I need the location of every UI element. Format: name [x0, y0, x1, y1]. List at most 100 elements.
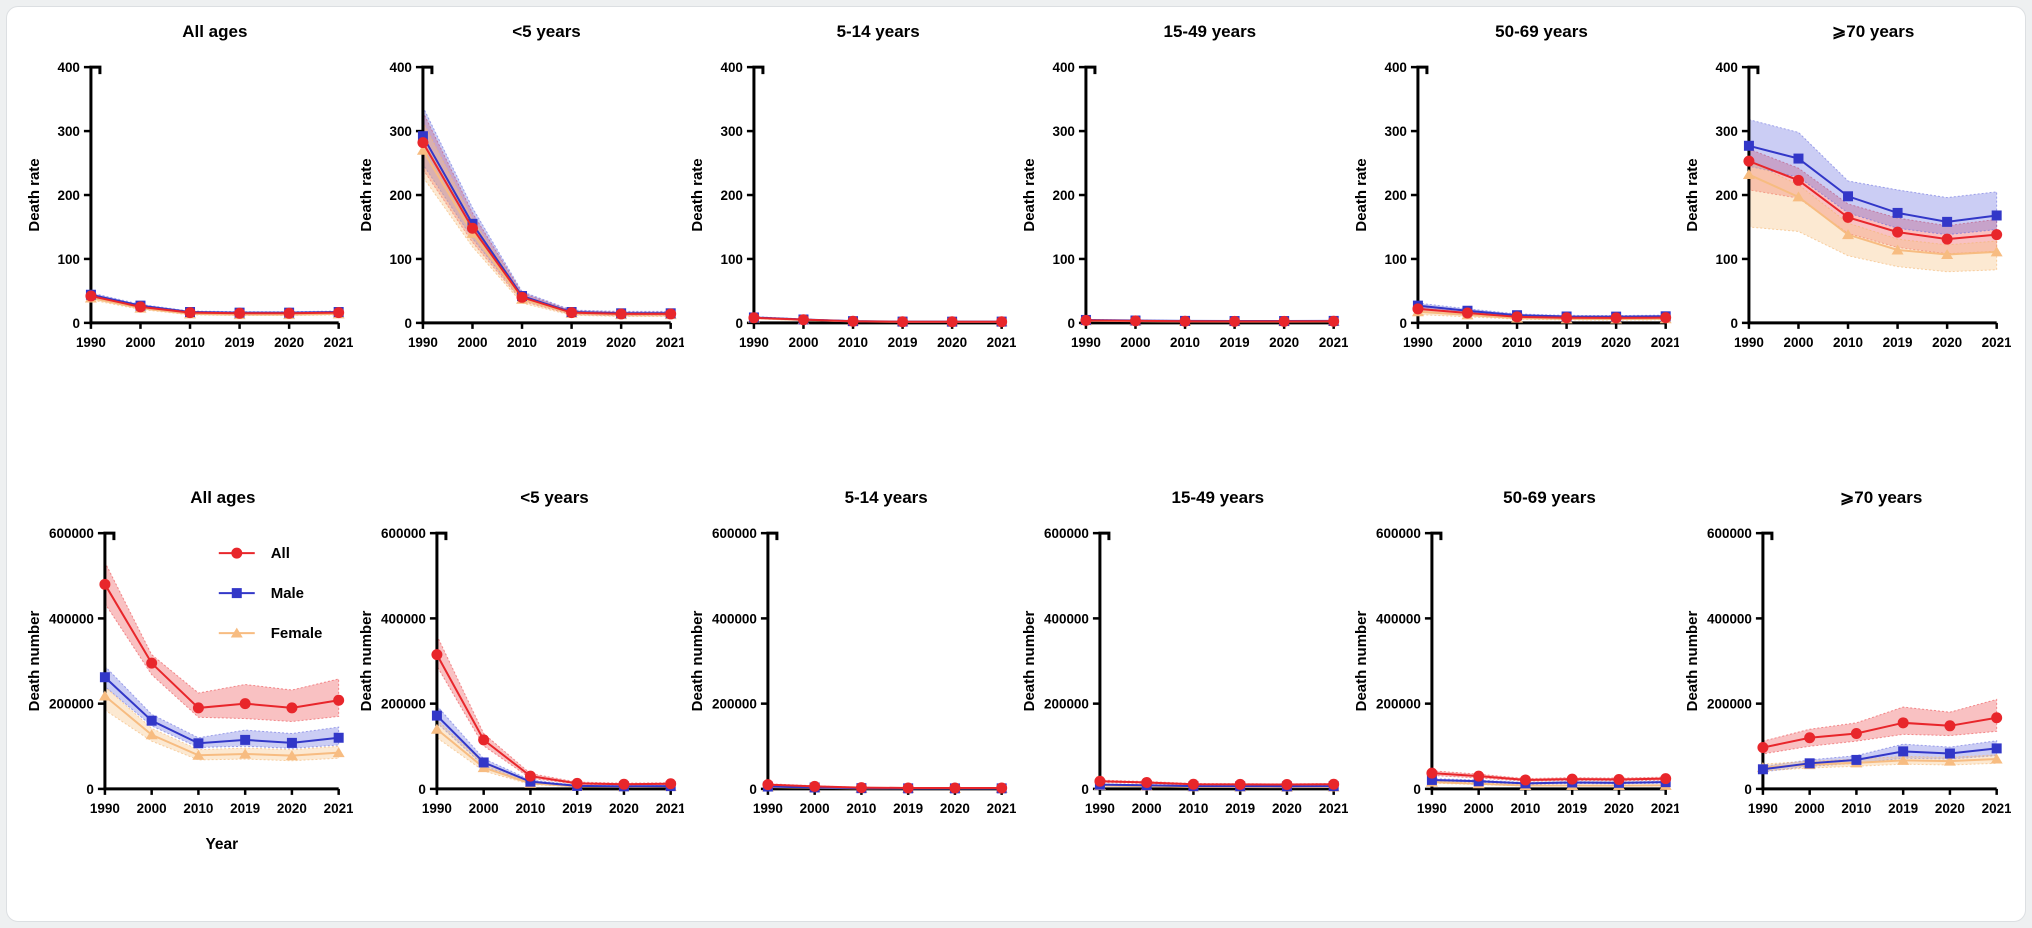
- marker-all: [283, 307, 295, 319]
- marker-all: [333, 307, 345, 319]
- chart-canvas: 0 100 200 300 400 1990 2000 2010 2019 2020 2021 Dea…: [1679, 43, 2011, 373]
- marker-male: [286, 737, 297, 748]
- y-axis-label: Death number: [358, 611, 375, 712]
- y-tick-label: 0: [418, 782, 426, 797]
- marker-male: [431, 710, 442, 721]
- marker-all: [1757, 742, 1769, 754]
- marker-all: [1129, 315, 1141, 327]
- marker-female: [1792, 191, 1805, 202]
- chart-title: 5-14 years: [836, 22, 920, 41]
- line-female: [90, 296, 339, 316]
- x-tick-label: 2019: [1220, 335, 1250, 350]
- marker-all: [516, 291, 528, 303]
- chart-svg-num-5-14: 0 200000 400000 600000 1990 2000 2010 2019 2020 2…: [689, 526, 1016, 816]
- line-male: [1749, 144, 1998, 223]
- line-female: [1417, 310, 1666, 321]
- y-axis-label: Death number: [1684, 611, 1701, 712]
- marker-male: [333, 732, 344, 743]
- series-all: [762, 779, 1008, 794]
- marker-all: [524, 770, 536, 782]
- line-male: [1417, 304, 1666, 318]
- band-male: [422, 106, 671, 316]
- x-tick-label: 2021: [1319, 335, 1348, 350]
- y-tick-label: 600000: [49, 526, 94, 541]
- chart-title: <5 years: [520, 488, 589, 507]
- series-female: [98, 690, 345, 761]
- x-axis-label: Year: [205, 836, 238, 853]
- marker-all: [1892, 226, 1904, 238]
- series-all: [417, 137, 676, 320]
- y-tick-label: 0: [1413, 782, 1421, 797]
- y-tick-label: 0: [750, 782, 758, 797]
- x-tick-label: 2021: [1650, 801, 1679, 816]
- x-tick-label: 2010: [1170, 335, 1200, 350]
- marker-all: [1278, 315, 1290, 327]
- marker-all: [1941, 233, 1953, 245]
- marker-all: [1851, 727, 1863, 739]
- x-tick-label: 2010: [1833, 335, 1863, 350]
- axes: 0 200000 400000 600000 1990 2000 2010 2019 2020 2…: [26, 526, 353, 853]
- chart-grid: All ages 0 100 200 300 400 1990 2000 2010 2019 20…: [21, 21, 2011, 881]
- x-tick-label: 2019: [888, 335, 918, 350]
- y-tick-label: 600000: [712, 526, 757, 541]
- chart-title: All ages: [190, 488, 256, 507]
- y-tick-label: 300: [1716, 124, 1738, 139]
- x-tick-label: 2020: [1601, 335, 1631, 350]
- y-tick-label: 200000: [1044, 697, 1089, 712]
- y-tick-label: 300: [57, 124, 79, 139]
- y-tick-label: 300: [389, 124, 411, 139]
- line-all: [90, 295, 339, 315]
- x-tick-label: 2000: [457, 335, 487, 350]
- y-axis: [103, 531, 116, 789]
- line-all: [1431, 772, 1666, 781]
- y-tick-label: 200: [721, 188, 743, 203]
- chart-title: 50-69 years: [1495, 22, 1588, 41]
- series-all: [1412, 303, 1671, 324]
- subplot-num-under5: <5 years 0 200000 400000 600000 1990 2000 2010…: [353, 473, 685, 881]
- series-female: [1743, 169, 2003, 259]
- line-all: [754, 316, 1003, 323]
- band-female: [422, 121, 671, 317]
- x-tick-label: 2019: [1883, 335, 1913, 350]
- marker-all: [1566, 773, 1578, 785]
- marker-all: [762, 779, 774, 791]
- x-tick-label: 2000: [1452, 335, 1482, 350]
- y-tick-label: 600000: [381, 526, 426, 541]
- series-all: [1743, 155, 2003, 245]
- chart-title: <5 years: [512, 22, 581, 41]
- marker-all: [615, 308, 627, 320]
- marker-female: [416, 144, 429, 155]
- y-axis: [1416, 65, 1429, 323]
- marker-female: [145, 729, 158, 740]
- marker-all: [477, 734, 489, 746]
- chart-canvas: 0 100 200 300 400 1990 2000 2010 2019 2020 2021 Dea…: [1348, 43, 1680, 373]
- x-tick-label: 2020: [1269, 335, 1299, 350]
- series-male: [1758, 743, 2002, 775]
- line-male: [1431, 778, 1666, 785]
- marker-all: [1179, 315, 1191, 327]
- chart-canvas: 0 200000 400000 600000 1990 2000 2010 2019 2020 2…: [353, 509, 685, 849]
- line-all: [1099, 780, 1334, 786]
- chart-canvas: 0 100 200 300 400 1990 2000 2010 2019 2020 2021 Dea…: [684, 43, 1016, 373]
- confidence-bands: [1748, 118, 1998, 273]
- confidence-bands: [436, 635, 671, 788]
- y-tick-label: 400: [57, 60, 79, 75]
- marker-all: [99, 578, 111, 590]
- marker-all: [1094, 775, 1106, 787]
- marker-male: [1892, 207, 1903, 218]
- line-all: [1085, 319, 1334, 323]
- line-female: [1431, 781, 1666, 787]
- marker-all: [748, 312, 760, 324]
- marker-all: [1234, 778, 1246, 790]
- x-tick-label: 2020: [1604, 801, 1634, 816]
- axes: 0 100 200 300 400 1990 2000 2010 2019 2020 2021 Dea…: [1353, 60, 1680, 350]
- x-tick-label: 1990: [1748, 801, 1778, 816]
- line-all: [104, 583, 339, 709]
- marker-female: [1941, 248, 1954, 259]
- chart-svg-rate-70plus: 0 100 200 300 400 1990 2000 2010 2019 2020 2021 Dea…: [1684, 60, 2011, 350]
- x-tick-label: 2020: [1935, 801, 1965, 816]
- line-all: [1417, 307, 1666, 319]
- series-all: [85, 290, 345, 319]
- x-tick-label: 2000: [789, 335, 819, 350]
- x-tick-label: 2010: [1178, 801, 1208, 816]
